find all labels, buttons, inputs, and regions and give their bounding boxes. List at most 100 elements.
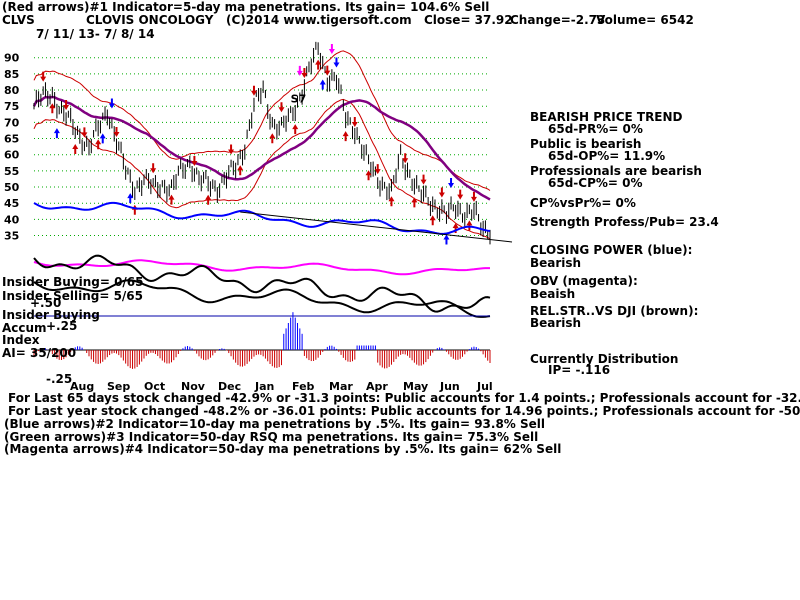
buy-arrow	[131, 204, 138, 215]
sell-arrow	[448, 178, 455, 189]
sell-arrow	[324, 65, 331, 76]
footer-65day: For Last 65 days stock changed -42.9% or…	[8, 391, 800, 405]
y-tick-label: 75	[4, 100, 19, 113]
buy-arrow	[72, 144, 79, 155]
date-range: 7/ 11/ 13- 7/ 8/ 14	[36, 27, 155, 41]
cp-vs-pr: CP%vsPr%= 0%	[530, 196, 636, 210]
y-tick-label: 45	[4, 197, 19, 210]
sell-arrow	[438, 187, 445, 198]
y-tick-label: 90	[4, 52, 20, 65]
moving-average-bands	[32, 50, 491, 240]
y-tick-label: 70	[4, 116, 20, 129]
upper-band	[33, 50, 491, 191]
buy-arrow	[237, 165, 244, 176]
relstr-line	[33, 279, 491, 318]
buy-arrow	[319, 79, 326, 90]
ai-label: AI= 35/200	[2, 346, 77, 360]
y-tick-label: 65	[4, 133, 19, 146]
insider-buying: Insider Buying= 0/65	[2, 275, 144, 289]
y-tick-label: 40	[4, 213, 20, 226]
close-value: Close= 37.92	[424, 13, 513, 27]
minus25-label: -.25	[46, 372, 73, 386]
insider-selling: Insider Selling= 5/65	[2, 289, 144, 303]
month-label: Jun	[439, 380, 460, 393]
pros-title: Professionals are bearish	[530, 164, 702, 178]
sell-arrow	[228, 144, 235, 155]
indicator1-header: (Red arrows)#1 Indicator=5-day ma penetr…	[2, 0, 490, 14]
closing-power-line	[33, 201, 491, 235]
footer-year: For Last year stock changed -48.2% or -3…	[8, 404, 800, 418]
sell-arrow	[420, 174, 427, 185]
month-label: Sep	[107, 380, 130, 393]
relstr-label: REL.STR..VS DJI (brown):	[530, 304, 699, 318]
buy-arrow	[269, 133, 276, 144]
month-label: Oct	[144, 380, 165, 393]
ticker: CLVS	[2, 13, 35, 27]
month-label: Jul	[476, 380, 493, 393]
sell-arrow	[81, 127, 88, 138]
sell-arrow	[333, 57, 340, 68]
y-tick-label: 55	[4, 165, 19, 178]
price-y-axis: 90 85 80 75 70 65 60 55 50 45 40 35	[4, 52, 20, 243]
strength-ratio: Strength Profess/Pub= 23.4	[530, 215, 719, 229]
ma50-line	[32, 95, 491, 201]
sell-arrow	[301, 67, 308, 78]
change-value: Change=-2.73	[510, 13, 606, 27]
price-grid	[34, 57, 490, 237]
indicator-panels	[33, 201, 513, 318]
buy-arrow	[53, 128, 60, 139]
buy-arrow	[342, 131, 349, 142]
buy-arrow	[99, 133, 106, 144]
sell-arrow	[278, 102, 285, 113]
y-tick-label: 85	[4, 68, 19, 81]
buy-arrow	[466, 220, 473, 231]
copyright: (C)2014 www.tigersoft.com	[226, 13, 412, 27]
sell-arrow	[40, 71, 47, 82]
closing-power-value: Bearish	[530, 256, 582, 270]
distribution-title: Currently Distribution	[530, 352, 679, 366]
buy-arrow	[292, 124, 299, 135]
month-axis: Aug Sep Oct Nov Dec Jan Feb Mar Apr May Jun Jul	[70, 380, 493, 393]
month-label: Aug	[70, 380, 94, 393]
black-indicator-line	[33, 254, 491, 313]
insider-buying-2: Insider Buying	[2, 308, 100, 322]
month-label: Feb	[292, 380, 315, 393]
buy-arrow	[205, 194, 212, 205]
sell-arrow	[328, 43, 335, 54]
month-label: Mar	[329, 380, 353, 393]
buy-arrow	[452, 222, 459, 233]
obv-label: OBV (magenta):	[530, 274, 638, 288]
month-label: Dec	[218, 380, 241, 393]
distribution-value: IP= -.116	[548, 363, 611, 377]
sell-arrow	[374, 164, 381, 175]
y-tick-label: 80	[4, 84, 20, 97]
y-tick-label: 50	[4, 181, 20, 194]
buy-arrow	[127, 193, 134, 204]
pros-value: 65d-CP%= 0%	[548, 176, 643, 190]
month-label: Apr	[366, 380, 388, 393]
sell-arrow	[470, 191, 477, 202]
trend-value: 65d-PR%= 0%	[548, 122, 643, 136]
buy-arrow	[388, 196, 395, 207]
sell-arrow	[191, 155, 198, 166]
public-value: 65d-OP%= 11.9%	[548, 149, 666, 163]
obv-value: Beaish	[530, 287, 576, 301]
buy-arrow	[411, 197, 418, 208]
accum-label: Accum	[2, 321, 47, 335]
signal-arrows	[40, 43, 477, 245]
plus50-label: +.50	[30, 296, 62, 310]
sell-arrow	[296, 65, 303, 76]
buy-arrow	[429, 215, 436, 226]
y-tick-label: 35	[4, 230, 19, 243]
obv-line	[33, 259, 490, 276]
sell-arrow	[63, 100, 70, 111]
relstr-value: Bearish	[530, 316, 582, 330]
footer-green-arrows: (Green arrows)#3 Indicator=50-day RSQ ma…	[4, 430, 539, 444]
company-name: CLOVIS ONCOLOGY	[86, 13, 214, 27]
plus25-label: +.25	[46, 319, 78, 333]
annotation-s7: S7	[291, 93, 307, 106]
month-label: Jan	[254, 380, 274, 393]
accumulation-histogram	[33, 312, 491, 369]
y-tick-label: 60	[4, 149, 20, 162]
